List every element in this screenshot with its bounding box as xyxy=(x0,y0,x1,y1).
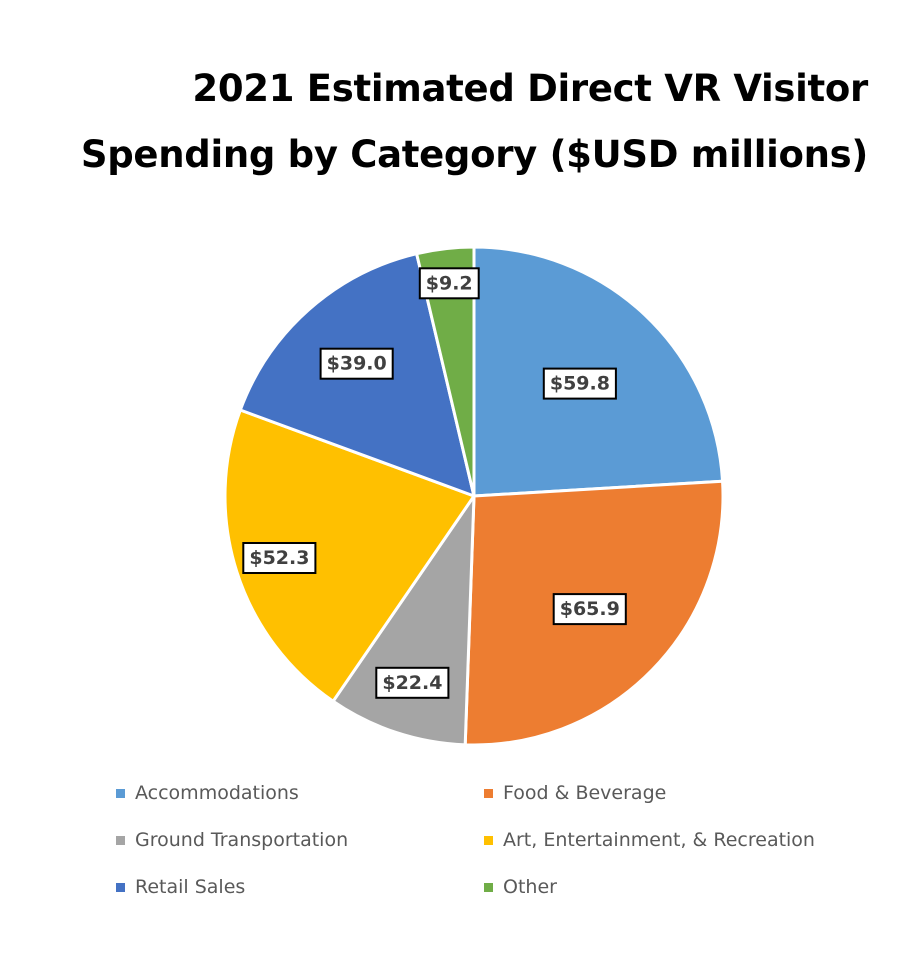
legend-swatch xyxy=(116,835,125,845)
legend-item-art-entertainment-recreation: Art, Entertainment, & Recreation xyxy=(484,827,884,853)
legend: Accommodations Food & Beverage Ground Tran… xyxy=(116,780,896,900)
legend-swatch xyxy=(484,835,493,845)
legend-label: Food & Beverage xyxy=(503,782,667,804)
legend-swatch xyxy=(484,788,493,798)
legend-swatch xyxy=(116,788,125,798)
data-label-box xyxy=(242,542,317,574)
data-label-retail-sales: $39.0 xyxy=(319,347,394,380)
data-label-art-entertainment-recreation: $52.3 xyxy=(242,542,317,574)
data-label-box xyxy=(418,267,480,300)
legend-item-accommodations: Accommodations xyxy=(116,780,484,806)
pie-slice-other xyxy=(415,245,476,498)
data-label-text: $22.4 xyxy=(382,672,442,694)
chart-title: 2021 Estimated Direct VR Visitor Spendin… xyxy=(28,56,868,188)
data-label-text: $65.9 xyxy=(560,598,620,620)
data-label-other: $9.2 xyxy=(418,267,480,300)
legend-label: Other xyxy=(503,876,557,898)
legend-label: Art, Entertainment, & Recreation xyxy=(503,829,815,851)
legend-label: Accommodations xyxy=(135,782,299,804)
chart-title-line-1: 2021 Estimated Direct VR Visitor xyxy=(192,67,868,110)
legend-swatch xyxy=(116,882,125,892)
legend-item-retail-sales: Retail Sales xyxy=(116,874,484,900)
data-label-text: $59.8 xyxy=(550,373,610,395)
data-label-box xyxy=(552,593,627,626)
legend-item-other: Other xyxy=(484,874,884,900)
pie-slice-art-entertainment-recreation xyxy=(223,408,476,703)
legend-item-food-beverage: Food & Beverage xyxy=(484,780,884,806)
data-label-food-beverage: $65.9 xyxy=(552,593,627,626)
data-label-box xyxy=(319,347,394,380)
data-label-text: $39.0 xyxy=(327,353,387,375)
chart-title-line-2: Spending by Category ($USD millions) xyxy=(80,133,868,176)
legend-label: Retail Sales xyxy=(135,876,246,898)
data-label-box xyxy=(375,666,450,699)
pie-slices xyxy=(223,245,725,747)
data-label-ground-transportation: $22.4 xyxy=(375,666,450,699)
data-label-box xyxy=(542,367,617,400)
legend-label: Ground Transportation xyxy=(135,829,349,851)
pie-data-labels: $59.8 $65.9 $22.4 $52.3 $39.0 $9.2 xyxy=(242,267,627,699)
data-label-text: $52.3 xyxy=(249,547,309,569)
data-label-text: $9.2 xyxy=(426,272,473,294)
legend-item-ground-transportation: Ground Transportation xyxy=(116,827,484,853)
legend-swatch xyxy=(484,882,493,892)
data-label-accommodations: $59.8 xyxy=(542,367,617,400)
